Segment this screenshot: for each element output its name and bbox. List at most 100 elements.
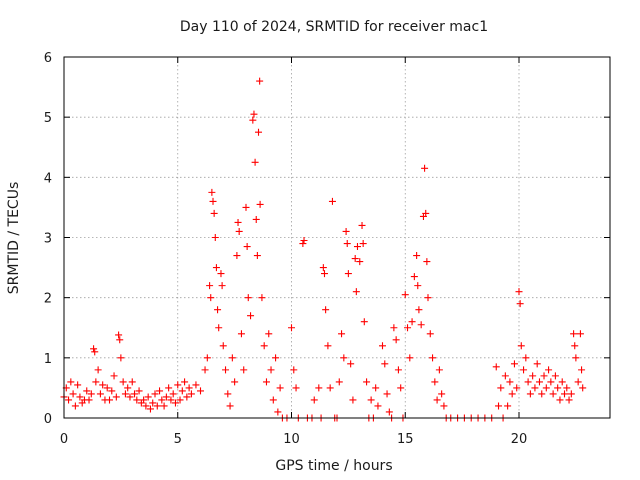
data-point	[379, 342, 386, 350]
data-point	[406, 354, 414, 362]
data-point	[522, 354, 530, 362]
data-point	[423, 258, 431, 266]
data-point	[171, 399, 179, 407]
data-point	[360, 318, 368, 326]
data-point	[165, 384, 173, 392]
data-point	[506, 378, 514, 386]
data-point	[504, 402, 512, 410]
data-point	[288, 324, 295, 332]
data-point	[501, 372, 509, 380]
data-point	[429, 354, 437, 362]
data-point	[440, 402, 448, 410]
data-point	[243, 243, 251, 251]
data-point	[567, 390, 575, 398]
data-point	[372, 384, 380, 392]
data-point	[492, 363, 500, 371]
data-point	[269, 396, 277, 404]
data-point	[197, 387, 204, 395]
data-point	[224, 390, 232, 398]
data-point	[112, 393, 120, 401]
data-point	[91, 348, 99, 356]
data-point	[315, 384, 323, 392]
data-point	[237, 330, 245, 338]
data-point	[242, 203, 250, 211]
y-tick-label: 1	[44, 352, 52, 367]
data-point	[390, 324, 398, 332]
data-point	[217, 270, 225, 278]
data-point	[158, 396, 166, 404]
data-point	[542, 384, 550, 392]
data-point	[133, 396, 141, 404]
data-point	[131, 390, 139, 398]
data-point	[231, 378, 239, 386]
x-tick-label: 5	[174, 432, 182, 447]
data-point	[414, 282, 422, 290]
data-point	[235, 227, 243, 235]
data-point	[94, 366, 102, 374]
data-point	[106, 396, 113, 404]
data-point	[563, 384, 571, 392]
data-point	[383, 390, 391, 398]
data-point	[320, 270, 328, 278]
data-point	[356, 258, 364, 266]
data-point	[401, 291, 409, 299]
y-tick-label: 2	[44, 292, 52, 307]
data-point	[140, 396, 148, 404]
data-point	[126, 393, 134, 401]
data-point	[353, 243, 361, 251]
y-tick-label: 4	[44, 171, 52, 186]
data-point	[260, 342, 268, 350]
data-point	[124, 384, 132, 392]
data-point	[65, 396, 73, 404]
data-point	[115, 331, 123, 339]
data-point	[192, 381, 200, 389]
data-point	[571, 342, 579, 350]
data-point	[310, 396, 318, 404]
data-point	[349, 396, 357, 404]
data-point	[226, 402, 234, 410]
data-point	[435, 366, 443, 374]
data-point	[201, 366, 209, 374]
data-point	[253, 252, 261, 260]
data-point	[322, 306, 330, 314]
data-point	[549, 390, 557, 398]
x-axis-title: GPS time / hours	[275, 458, 392, 474]
data-point	[187, 390, 195, 398]
data-point	[343, 240, 351, 248]
data-point	[424, 294, 432, 302]
data-point	[413, 252, 421, 260]
data-point	[185, 384, 193, 392]
data-point	[153, 402, 161, 410]
data-point	[340, 354, 348, 362]
data-point	[433, 396, 441, 404]
data-point	[169, 390, 177, 398]
data-point	[517, 342, 525, 350]
data-point	[531, 384, 539, 392]
data-point	[209, 197, 217, 205]
data-point	[397, 384, 405, 392]
data-point	[90, 345, 98, 353]
data-point	[344, 270, 352, 278]
data-point	[178, 387, 186, 395]
data-point	[347, 360, 355, 368]
y-tick-label: 3	[44, 232, 52, 247]
data-point	[121, 390, 129, 398]
data-point	[160, 402, 168, 410]
data-point	[529, 372, 537, 380]
data-point	[218, 282, 226, 290]
data-point	[116, 336, 124, 344]
data-point	[151, 390, 159, 398]
data-point	[319, 264, 327, 272]
data-point	[351, 255, 359, 263]
data-point	[392, 336, 400, 344]
data-point	[352, 288, 360, 296]
data-point	[374, 402, 382, 410]
data-point	[408, 318, 416, 326]
data-point	[211, 234, 219, 241]
data-point	[250, 110, 258, 118]
data-point	[149, 399, 157, 407]
data-point	[258, 294, 266, 302]
data-point	[83, 387, 91, 395]
data-point	[262, 378, 270, 386]
